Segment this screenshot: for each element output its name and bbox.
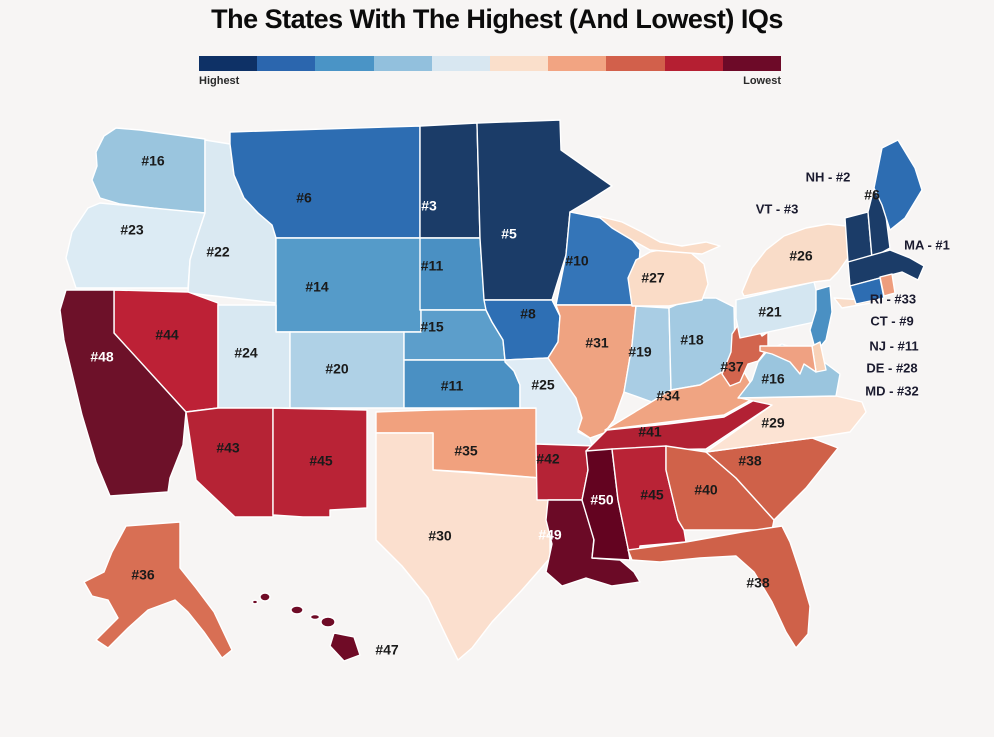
- state-rank-label-MN: #5: [501, 226, 517, 242]
- callout-label-NH: NH - #2: [806, 169, 851, 184]
- legend-swatch-8: [606, 56, 665, 71]
- state-rank-label-IN: #19: [628, 344, 652, 360]
- callout-label-DE: DE - #28: [866, 360, 917, 375]
- state-arizona: [185, 407, 274, 518]
- state-rank-label-OR: #23: [120, 222, 144, 238]
- callout-label-RI: RI - #33: [870, 291, 916, 306]
- legend-swatch-9: [664, 56, 723, 71]
- state-rank-label-WY: #14: [305, 279, 329, 295]
- state-rank-label-ND: #3: [421, 198, 437, 214]
- state-alaska: [83, 521, 233, 659]
- state-maryland: [759, 345, 817, 375]
- state-rank-label-NE: #15: [420, 319, 444, 335]
- state-rank-label-AZ: #43: [216, 440, 240, 456]
- state-rank-label-WV: #37: [720, 359, 744, 375]
- state-rhode-island: [879, 273, 896, 297]
- state-rank-label-KS: #11: [441, 378, 464, 394]
- legend-highest-label: Highest: [199, 75, 240, 87]
- callout-label-VT: VT - #3: [756, 201, 799, 216]
- state-connecticut: [849, 277, 885, 305]
- page-title: The States With The Highest (And Lowest)…: [211, 4, 783, 34]
- state-rank-label-MO: #25: [531, 377, 555, 393]
- state-rank-label-FL: #38: [746, 575, 770, 591]
- state-new-mexico: [272, 407, 368, 518]
- state-south-dakota: [419, 237, 487, 311]
- state-rank-label-NM: #45: [309, 453, 333, 469]
- callout-label-NJ: NJ - #11: [869, 338, 918, 353]
- state-rank-label-PA: #21: [758, 304, 782, 320]
- state-texas: [375, 432, 551, 661]
- state-rank-label-HI: #47: [375, 642, 399, 658]
- state-rank-label-KY: #34: [656, 388, 680, 404]
- legend-swatch-7: [548, 56, 607, 71]
- legend-lowest-label: Lowest: [743, 75, 781, 87]
- state-rank-label-SD: #11: [421, 258, 444, 274]
- state-hawaii-molokai: [309, 613, 321, 621]
- callout-label-MA: MA - #1: [904, 237, 950, 252]
- state-rank-label-LA: #49: [538, 527, 562, 543]
- state-rank-label-TX: #30: [428, 528, 452, 544]
- legend-swatch-6: [490, 56, 549, 71]
- legend-swatch-2: [257, 56, 316, 71]
- state-rank-label-OK: #35: [454, 443, 478, 459]
- state-hawaii-kauai: [259, 592, 271, 602]
- state-rank-label-NC: #29: [761, 415, 785, 431]
- state-washington: [91, 127, 206, 214]
- callout-label-MD: MD - #32: [865, 383, 918, 398]
- state-rank-label-MI: #27: [641, 270, 665, 286]
- callout-label-CT: CT - #9: [870, 313, 913, 328]
- state-rank-label-ME: #6: [864, 187, 880, 203]
- state-rank-label-CA: #48: [90, 349, 114, 365]
- state-oregon: [65, 202, 206, 289]
- state-rank-label-AL: #45: [640, 487, 664, 503]
- legend-swatch-1: [199, 56, 258, 71]
- state-rank-label-MT: #6: [296, 190, 312, 206]
- state-rank-label-WA: #16: [141, 153, 165, 169]
- state-rank-label-IA: #8: [520, 306, 536, 322]
- legend-swatch-3: [315, 56, 374, 71]
- state-hawaii-maui: [320, 616, 336, 628]
- state-rank-label-TN: #41: [638, 424, 662, 440]
- state-rank-label-WI: #10: [565, 253, 589, 269]
- state-rank-label-AK: #36: [131, 567, 155, 583]
- state-rank-label-SC: #38: [738, 453, 762, 469]
- legend-color-scale: [199, 56, 782, 71]
- state-rank-label-GA: #40: [694, 482, 718, 498]
- state-wyoming: [275, 237, 422, 333]
- state-hawaii-oahu: [290, 605, 304, 615]
- state-rank-label-CO: #20: [325, 361, 349, 377]
- state-florida: [627, 525, 811, 649]
- state-california: [59, 289, 187, 497]
- state-north-dakota: [419, 122, 481, 239]
- state-rank-label-IL: #31: [585, 335, 609, 351]
- legend-swatch-4: [373, 56, 432, 71]
- state-rank-label-MS: #50: [590, 492, 614, 508]
- legend-swatch-10: [722, 56, 782, 71]
- state-michigan-upper: [597, 215, 721, 255]
- state-rank-label-ID: #22: [206, 244, 230, 260]
- state-hawaii-big-island: [329, 632, 361, 662]
- state-rank-label-NY: #26: [789, 248, 813, 264]
- state-maine: [873, 139, 923, 231]
- legend-swatch-5: [431, 56, 491, 71]
- state-rank-label-OH: #18: [680, 332, 704, 348]
- state-rank-label-AR: #42: [536, 451, 560, 467]
- state-west-virginia: [721, 321, 769, 387]
- states-layer: [59, 119, 925, 662]
- state-rank-label-VA: #16: [761, 371, 785, 387]
- state-rank-label-UT: #24: [234, 345, 258, 361]
- state-rank-label-NV: #44: [155, 327, 179, 343]
- state-north-carolina: [705, 395, 867, 453]
- state-hawaii-niihau: [251, 599, 259, 605]
